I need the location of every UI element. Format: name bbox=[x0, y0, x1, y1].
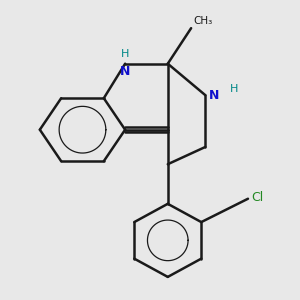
Text: Cl: Cl bbox=[251, 191, 263, 204]
Text: H: H bbox=[121, 49, 129, 58]
Text: N: N bbox=[120, 65, 130, 78]
Text: CH₃: CH₃ bbox=[194, 16, 213, 26]
Text: H: H bbox=[230, 84, 238, 94]
Text: N: N bbox=[208, 89, 219, 102]
